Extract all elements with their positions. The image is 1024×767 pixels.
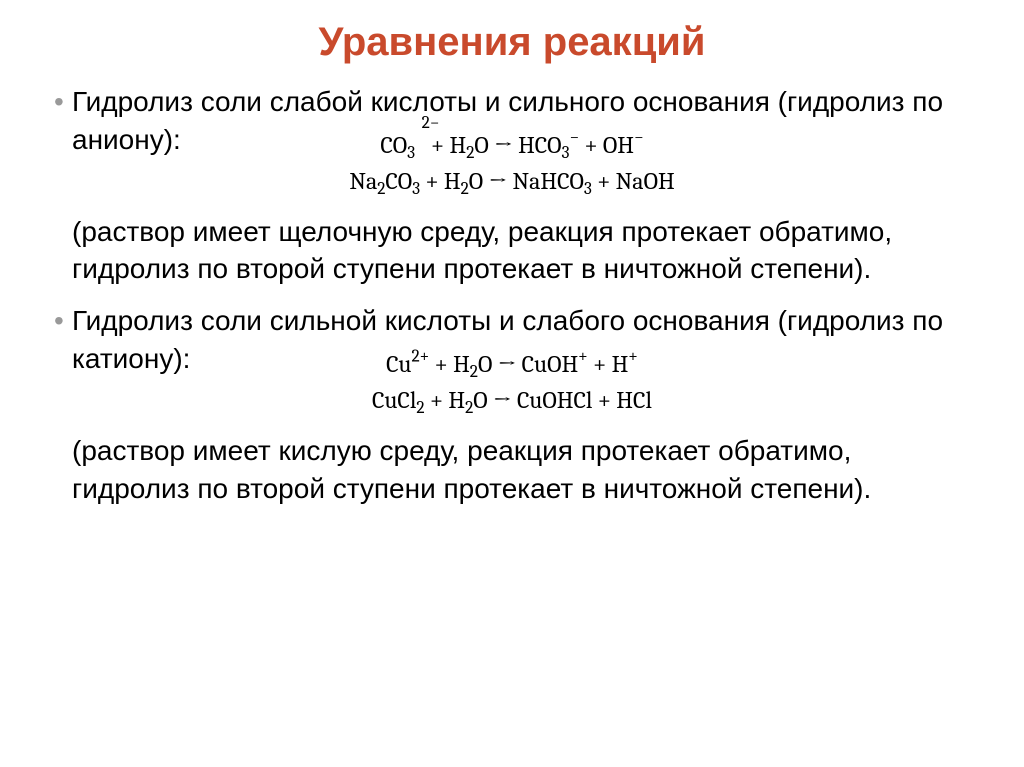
slide-title: Уравнения реакций: [50, 20, 974, 65]
explanation-anion: (раствор имеет щелочную среду, реакция п…: [50, 213, 974, 289]
bullet-cation-hydrolysis: Гидролиз соли сильной кислоты и слабого …: [50, 302, 974, 378]
eq-cation-molecular: CuCl2 + H2O → CuOHCl + HCl: [50, 382, 974, 418]
explanation-cation: (раствор имеет кислую среду, реакция про…: [50, 432, 974, 508]
bullet-anion-hydrolysis: Гидролиз соли слабой кислоты и сильного …: [50, 83, 974, 159]
eq-anion-molecular: Na2CO3 + H2O → NaHCO3 + NaOH: [50, 163, 974, 199]
